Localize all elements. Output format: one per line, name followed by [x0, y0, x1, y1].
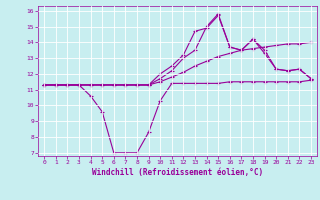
X-axis label: Windchill (Refroidissement éolien,°C): Windchill (Refroidissement éolien,°C) [92, 168, 263, 177]
